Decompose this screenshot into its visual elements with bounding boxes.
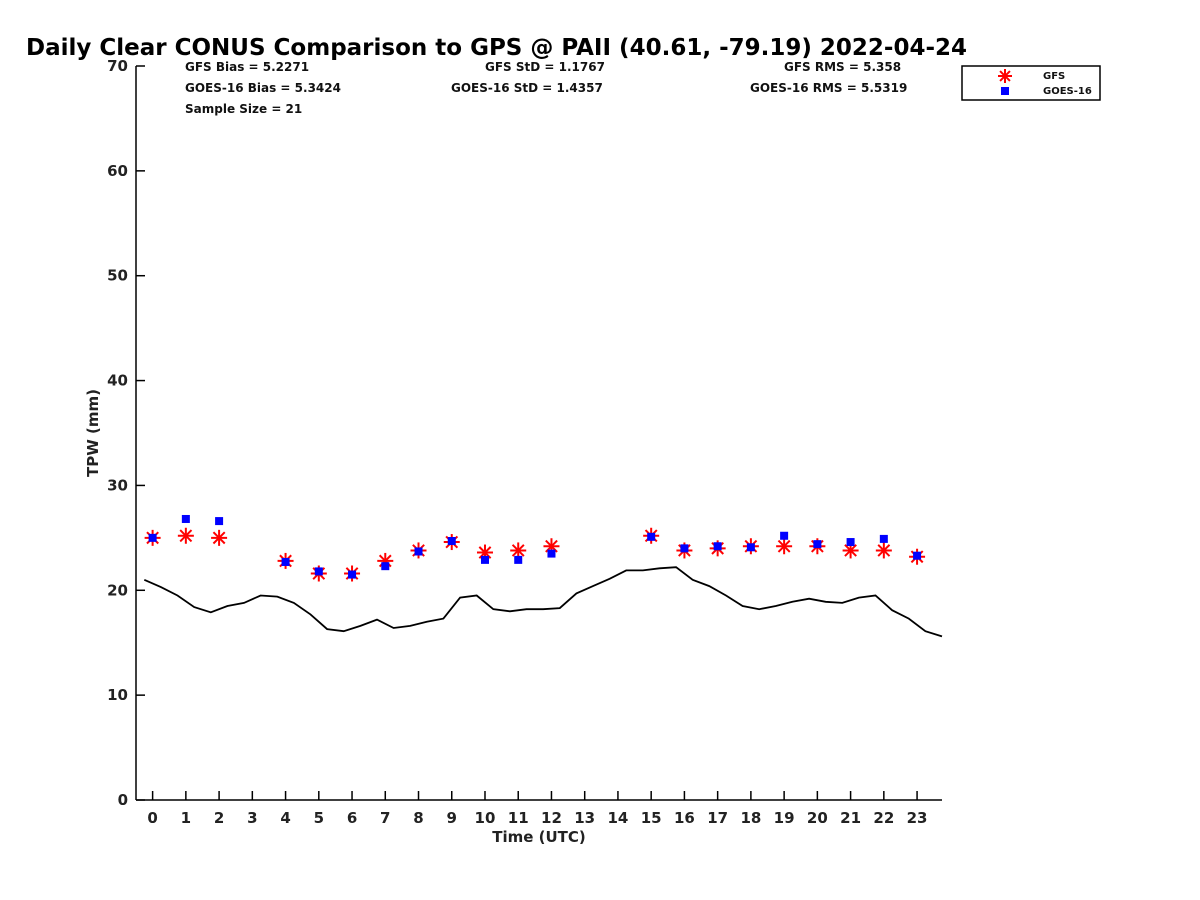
- x-tick-label: 7: [380, 809, 390, 827]
- y-tick-label: 60: [107, 162, 128, 180]
- x-tick-label: 15: [641, 809, 662, 827]
- gfs-point: [875, 542, 892, 559]
- gfs-bias-stat: GFS Bias = 5.2271: [185, 60, 309, 74]
- x-tick-label: 12: [541, 809, 562, 827]
- x-axis-label: Time (UTC): [492, 828, 586, 846]
- goes-point: [281, 557, 290, 566]
- goes-rms-stat: GOES-16 RMS = 5.5319: [750, 81, 907, 95]
- legend-box: [961, 65, 1101, 101]
- y-tick-label: 30: [107, 476, 128, 494]
- x-tick-label: 4: [280, 809, 290, 827]
- goes-point: [846, 538, 855, 547]
- x-tick-label: 18: [740, 809, 761, 827]
- gfs-point: [211, 529, 228, 546]
- goes-point: [414, 547, 423, 556]
- x-tick-label: 9: [447, 809, 457, 827]
- x-tick-label: 20: [807, 809, 828, 827]
- x-tick-label: 19: [774, 809, 795, 827]
- legend-gfs-marker: [998, 69, 1012, 83]
- y-tick-label: 50: [107, 267, 128, 285]
- legend-gfs-label: GFS: [1043, 71, 1065, 82]
- goes-point: [514, 555, 523, 564]
- y-tick-label: 70: [107, 57, 128, 75]
- chart-title: Daily Clear CONUS Comparison to GPS @ PA…: [26, 35, 967, 61]
- goes-point: [746, 543, 755, 552]
- goes-point: [381, 562, 390, 571]
- y-tick-label: 40: [107, 372, 128, 390]
- goes-std-stat: GOES-16 StD = 1.4357: [451, 81, 603, 95]
- goes-point: [480, 555, 489, 564]
- goes-point: [181, 514, 190, 523]
- goes-point: [215, 517, 224, 526]
- x-tick-label: 6: [347, 809, 357, 827]
- goes-point: [879, 534, 888, 543]
- goes-point: [547, 549, 556, 558]
- x-tick-label: 8: [413, 809, 423, 827]
- goes-bias-stat: GOES-16 Bias = 5.3424: [185, 81, 341, 95]
- x-tick-label: 10: [475, 809, 496, 827]
- x-tick-label: 22: [873, 809, 894, 827]
- stats-box: GFS Bias = 5.2271 GOES-16 Bias = 5.3424 …: [185, 60, 907, 116]
- goes-point: [348, 570, 357, 579]
- y-tick-label: 0: [118, 791, 128, 809]
- sample-size-stat: Sample Size = 21: [185, 102, 302, 116]
- x-tick-label: 23: [907, 809, 928, 827]
- x-tick-label: 11: [508, 809, 529, 827]
- x-tick-label: 21: [840, 809, 861, 827]
- goes-point: [680, 544, 689, 553]
- x-tick-label: 17: [707, 809, 728, 827]
- gfs-point: [177, 527, 194, 544]
- y-tick-label: 20: [107, 581, 128, 599]
- y-tick-label: 10: [107, 686, 128, 704]
- goes-point: [314, 567, 323, 576]
- gfs-rms-stat: GFS RMS = 5.358: [784, 60, 901, 74]
- goes-point: [148, 533, 157, 542]
- goes-point: [913, 551, 922, 560]
- legend-goes-label: GOES-16: [1043, 86, 1092, 97]
- gfs-point: [510, 542, 527, 559]
- x-tick-label: 2: [214, 809, 224, 827]
- y-axis-label: TPW (mm): [84, 389, 102, 477]
- legend-goes-marker: [1001, 87, 1009, 95]
- legend: GFS GOES-16: [961, 65, 1101, 101]
- goes-point: [713, 542, 722, 551]
- gps-line: [143, 566, 943, 638]
- plot-marks: [143, 514, 943, 638]
- gfs-std-stat: GFS StD = 1.1767: [485, 60, 605, 74]
- x-tick-label: 3: [247, 809, 257, 827]
- goes-point: [780, 531, 789, 540]
- x-tick-label: 14: [608, 809, 629, 827]
- x-tick-label: 13: [574, 809, 595, 827]
- gfs-point: [776, 538, 793, 555]
- x-tick-label: 1: [181, 809, 191, 827]
- goes-point: [447, 537, 456, 546]
- x-tick-label: 0: [147, 809, 157, 827]
- x-tick-label: 5: [314, 809, 324, 827]
- x-tick-label: 16: [674, 809, 695, 827]
- goes-point: [647, 532, 656, 541]
- goes-point: [813, 540, 822, 549]
